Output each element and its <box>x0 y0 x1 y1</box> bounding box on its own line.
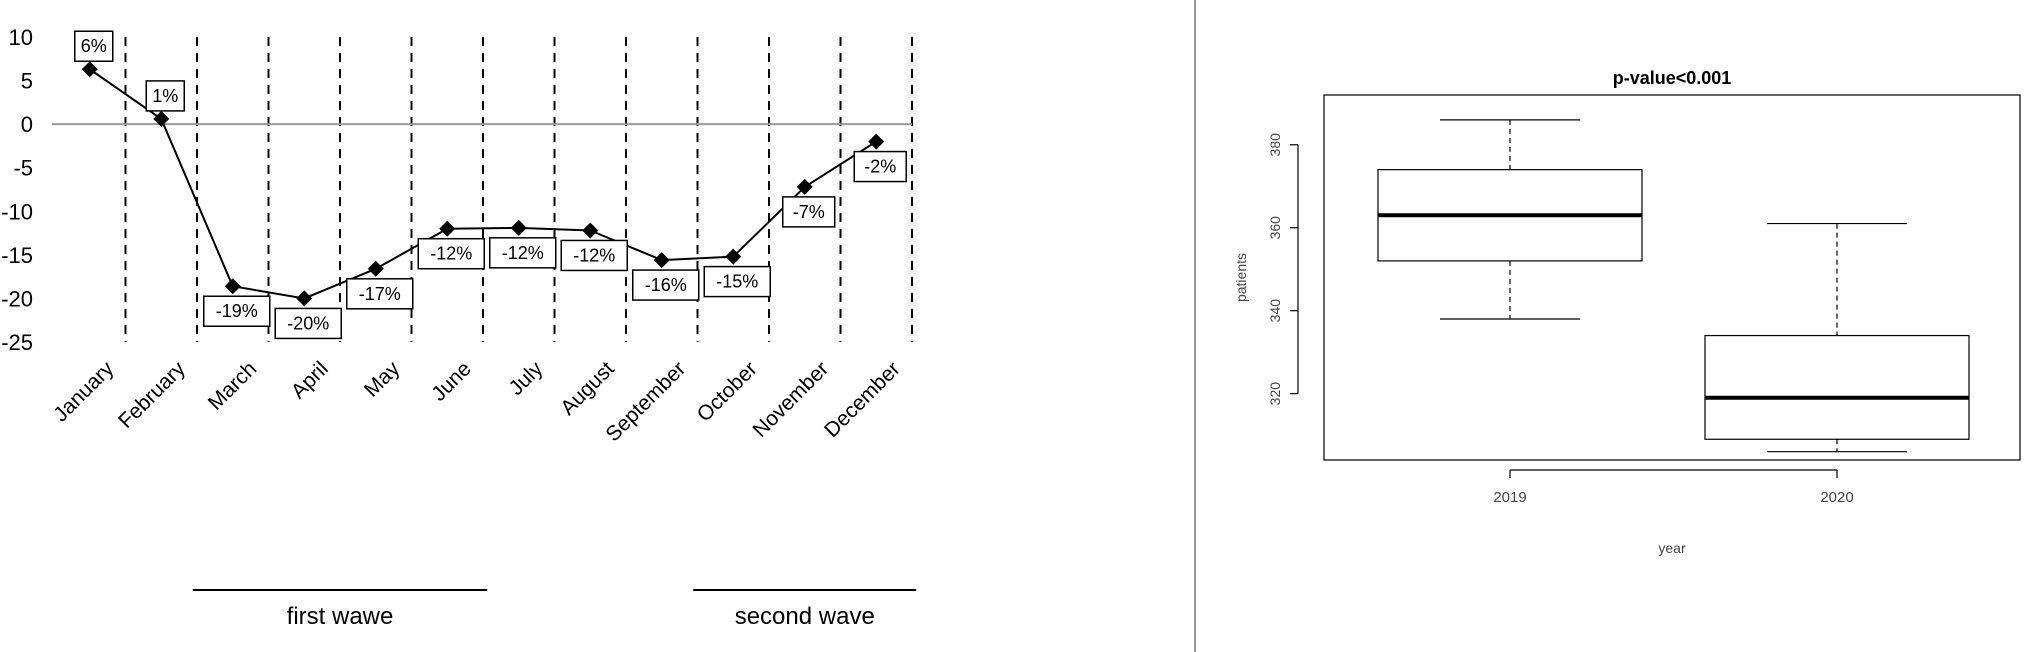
y-axis-label: patients <box>1233 253 1249 302</box>
point-label-text: -16% <box>645 275 687 295</box>
box-2019 <box>1377 119 1643 320</box>
x-tick-label: December <box>820 357 905 442</box>
x-tick-label: August <box>556 357 619 420</box>
period-label-text: second wave <box>735 603 875 630</box>
point-label: -2% <box>853 150 907 183</box>
y-tick-label: -25 <box>1 330 33 355</box>
month-separators <box>124 37 913 342</box>
y-tick-label: 380 <box>1267 133 1283 157</box>
point-label-box <box>782 196 836 228</box>
x-axis-ticks: 2019 2020 <box>1493 469 1854 506</box>
data-point <box>725 248 742 265</box>
x-tick-label: January <box>49 357 118 426</box>
point-label: -16% <box>632 269 700 301</box>
point-label-box <box>145 80 185 112</box>
period-label: second wave <box>693 589 917 630</box>
x-axis-label: year <box>1658 540 1686 556</box>
period-labels: first wawe second wave <box>192 589 917 630</box>
x-tick-label: April <box>287 357 333 403</box>
box-2020 <box>1704 222 1970 453</box>
data-point <box>796 178 813 195</box>
point-label-box <box>853 150 907 183</box>
point-label-text: 6% <box>81 36 107 56</box>
plot-frame <box>1323 94 2021 461</box>
iqr-box <box>1704 334 1970 440</box>
point-label: -20% <box>274 307 342 340</box>
point-label: -17% <box>346 278 414 310</box>
series-line <box>89 68 877 300</box>
x-tick-label: November <box>749 357 834 442</box>
y-tick-label: 5 <box>21 69 33 94</box>
point-label-box <box>74 30 114 62</box>
x-tick-label: 2020 <box>1820 489 1853 506</box>
point-label-box <box>489 237 557 269</box>
point-label: -12% <box>417 237 485 270</box>
data-point <box>510 219 527 236</box>
point-label-box <box>703 265 771 298</box>
data-point <box>367 260 384 277</box>
point-label-text: -19% <box>216 301 258 321</box>
point-label-text: 1% <box>152 86 178 106</box>
y-tick-label: 320 <box>1267 382 1283 406</box>
y-tick-label: 0 <box>21 112 33 137</box>
x-tick-label: May <box>360 357 405 402</box>
data-point <box>153 110 170 127</box>
period-label: first wawe <box>192 589 488 630</box>
y-axis-ticks: 320 340 360 380 <box>1267 133 1299 406</box>
y-tick-label: 340 <box>1267 299 1283 323</box>
y-axis-ticks: 10 5 0 -5 -10 -15 -20 -25 <box>1 25 33 355</box>
point-label: -15% <box>703 265 771 298</box>
boxes <box>1377 119 1970 453</box>
point-label: 1% <box>145 80 185 112</box>
x-tick-label: October <box>693 357 762 426</box>
data-point <box>582 222 599 239</box>
y-tick-label: 10 <box>9 25 33 50</box>
y-tick-label: -10 <box>1 199 33 224</box>
period-label-text: first wawe <box>287 603 394 630</box>
point-label-text: -20% <box>287 313 329 333</box>
point-label: 6% <box>74 30 114 62</box>
x-tick-label: 2019 <box>1493 489 1526 506</box>
x-tick-label: March <box>204 357 262 415</box>
point-label-text: -12% <box>573 245 615 265</box>
point-label-text: -17% <box>359 284 401 304</box>
point-label-text: -2% <box>864 157 896 177</box>
point-label-box <box>632 269 700 301</box>
point-label-text: -12% <box>502 243 544 263</box>
series-points <box>81 61 885 307</box>
data-point <box>224 278 241 295</box>
y-tick-label: -15 <box>1 243 33 268</box>
patients-boxplot: p-value<0.001 320 340 360 380 2019 2020 year… <box>1233 68 2021 556</box>
boxplot-title: p-value<0.001 <box>1613 68 1732 88</box>
monthly-change-line-chart: 10 5 0 -5 -10 -15 -20 -25 6% 1% -19% -20% -17% -12% -… <box>1 25 917 630</box>
y-tick-label: 360 <box>1267 216 1283 240</box>
point-label: -19% <box>203 295 271 327</box>
point-label-box <box>203 295 271 327</box>
point-label-box <box>417 237 485 270</box>
point-label-text: -15% <box>716 272 758 292</box>
y-tick-label: -5 <box>13 156 33 181</box>
data-point <box>653 252 670 269</box>
x-tick-label: February <box>114 357 190 433</box>
data-point <box>868 133 885 150</box>
point-label: -12% <box>560 239 628 272</box>
y-tick-label: -20 <box>1 286 33 311</box>
x-tick-label: June <box>427 357 475 405</box>
point-label-box <box>274 307 342 340</box>
point-label: -12% <box>489 237 557 269</box>
data-point <box>439 220 456 237</box>
point-label: -7% <box>782 196 836 228</box>
data-point <box>296 290 313 307</box>
data-point <box>81 61 98 78</box>
point-label-box <box>560 239 628 272</box>
point-labels: 6% 1% -19% -20% -17% -12% -12% -12% -16% -15% -7% -… <box>74 30 907 340</box>
point-label-text: -7% <box>793 202 825 222</box>
x-tick-label: July <box>505 357 548 400</box>
point-label-text: -12% <box>430 244 472 264</box>
point-label-box <box>346 278 414 310</box>
